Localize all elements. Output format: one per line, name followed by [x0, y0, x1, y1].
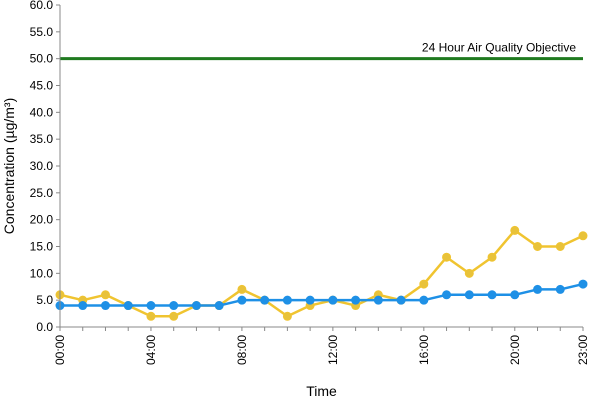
y-tick-label: 15.0 — [30, 240, 54, 254]
y-axis-ticks: 0.0 5.0 10.0 15.0 20.0 25.0 30.0 35.0 40.0 45.0 50… — [30, 0, 60, 334]
objective-layer: 24 Hour Air Quality Objective — [60, 41, 583, 61]
y-tick-label: 25.0 — [30, 186, 54, 200]
series-2-point — [396, 295, 406, 305]
x-tick-label: 08:00 — [235, 335, 249, 365]
series-1-point — [169, 311, 179, 321]
series-1-point — [282, 311, 292, 321]
series-2-point — [578, 279, 588, 289]
x-axis-ticks: 00:00 04:00 08:00 12:00 16:00 20:00 23:00 — [53, 327, 590, 365]
series-1-point — [419, 279, 429, 289]
series-2-point — [191, 301, 201, 311]
series-1-point — [100, 290, 110, 300]
y-tick-label: 30.0 — [30, 159, 54, 173]
y-tick-label: 20.0 — [30, 213, 54, 227]
y-tick-label: 5.0 — [36, 293, 53, 307]
series-2-point — [328, 295, 338, 305]
y-tick-label: 50.0 — [30, 52, 54, 66]
series-2-point — [555, 284, 565, 294]
x-tick-label: 20:00 — [508, 335, 522, 365]
x-tick-label: 12:00 — [326, 335, 340, 365]
x-tick-label: 04:00 — [144, 335, 158, 365]
series-1-point — [237, 284, 247, 294]
y-tick-label: 10.0 — [30, 266, 54, 280]
y-tick-label: 45.0 — [30, 79, 54, 93]
series-2-point — [351, 295, 361, 305]
series-2-point — [442, 290, 452, 300]
y-tick-label: 60.0 — [30, 0, 54, 12]
series-2-point — [146, 301, 156, 311]
x-tick-label: 23:00 — [576, 335, 590, 365]
y-tick-label: 40.0 — [30, 105, 54, 119]
series-1-line — [59, 229, 584, 318]
series-2-point — [373, 295, 383, 305]
series-2-point — [169, 301, 179, 311]
series-layer — [55, 225, 588, 321]
series-2-point — [305, 295, 315, 305]
series-2-point — [237, 295, 247, 305]
y-tick-label: 0.0 — [36, 320, 53, 334]
y-tick-label: 55.0 — [30, 25, 54, 39]
series-1-point — [578, 231, 588, 241]
series-2-point — [419, 295, 429, 305]
series-2-point — [260, 295, 270, 305]
series-2-point — [510, 290, 520, 300]
y-tick-label: 35.0 — [30, 132, 54, 146]
series-2-point — [100, 301, 110, 311]
series-1-point — [487, 252, 497, 262]
series-2-point — [78, 301, 88, 311]
x-tick-label: 00:00 — [53, 335, 67, 365]
series-1-point — [146, 311, 156, 321]
series-1-point — [533, 242, 543, 251]
series-1-point — [442, 252, 452, 262]
series-2-point — [533, 284, 543, 294]
series-2-point — [487, 290, 497, 300]
series-2-point — [214, 301, 224, 311]
series-1-point — [510, 225, 520, 235]
series-2-point — [123, 301, 133, 311]
x-axis-title: Time — [306, 383, 337, 399]
series-2-point — [282, 295, 292, 305]
series-2-point — [464, 290, 474, 300]
y-axis-title: Concentration (µg/m³) — [1, 98, 17, 234]
series-1-point — [464, 268, 474, 278]
objective-label: 24 Hour Air Quality Objective — [422, 41, 576, 55]
x-tick-label: 16:00 — [417, 335, 431, 365]
series-1-point — [555, 242, 565, 251]
